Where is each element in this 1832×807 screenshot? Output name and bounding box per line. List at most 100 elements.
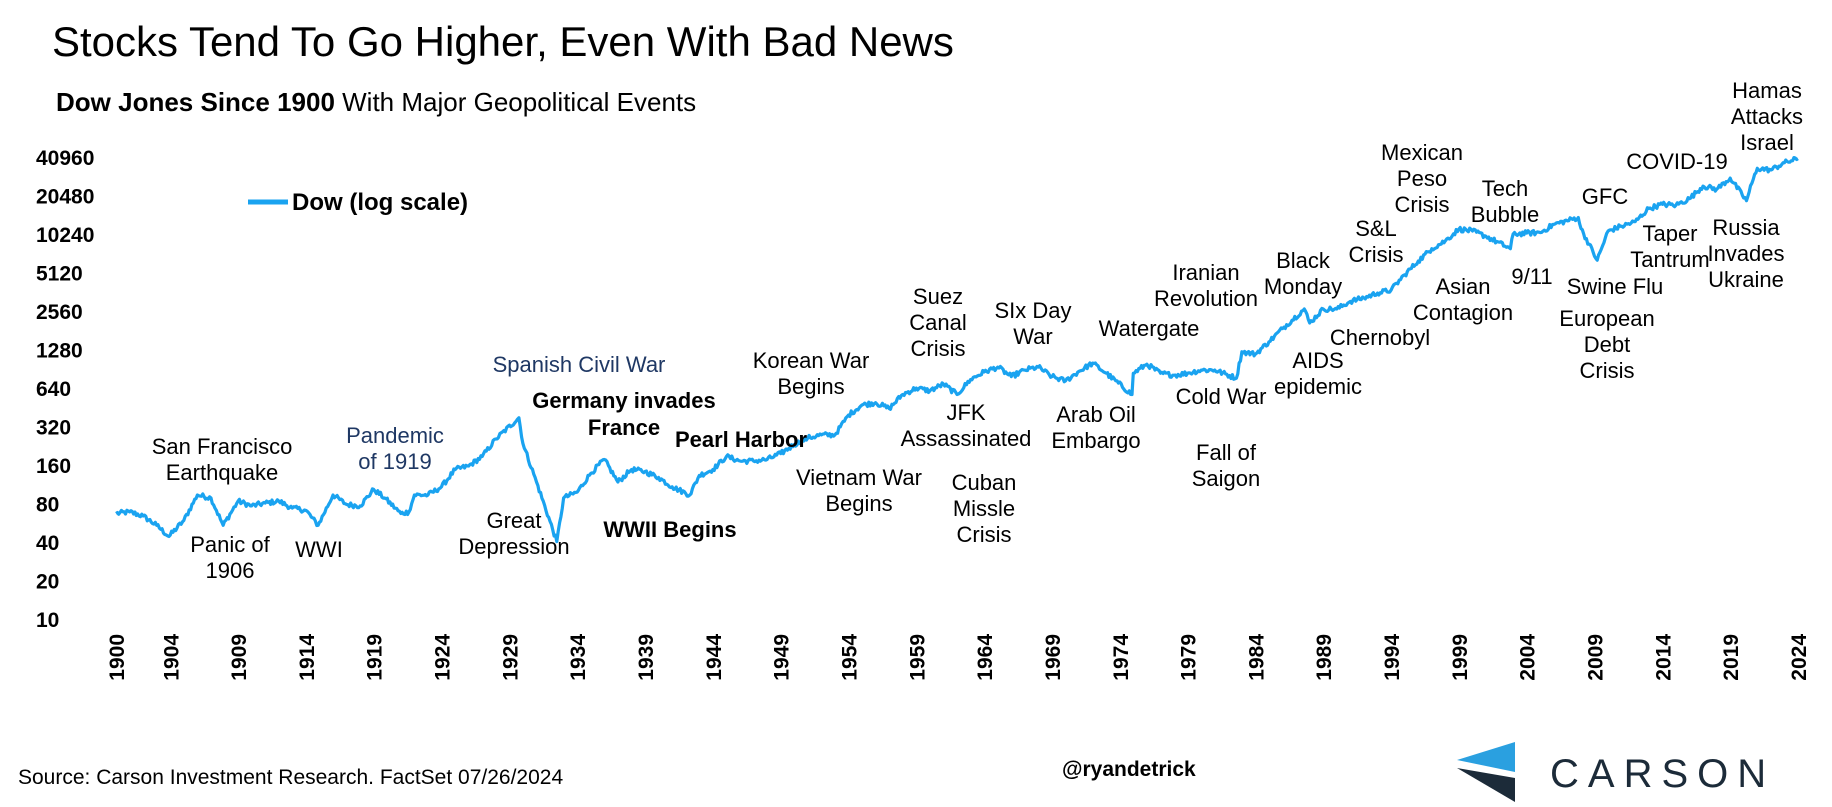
- annotation-line: Monday: [1264, 274, 1342, 299]
- x-tick-label: 1909: [228, 634, 251, 681]
- annotation-line: San Francisco: [152, 434, 293, 459]
- annotation-line: Korean War: [753, 348, 870, 373]
- y-tick-label: 80: [36, 494, 59, 517]
- x-tick-label: 1939: [635, 634, 658, 681]
- annotation-line: Embargo: [1051, 428, 1140, 453]
- x-tick-label: 1919: [364, 634, 387, 681]
- annotation-line: Arab Oil: [1056, 402, 1135, 427]
- annotation-line: Pearl Harbor: [675, 427, 807, 452]
- y-tick-label: 5120: [36, 263, 83, 286]
- annotation-line: Pandemic: [346, 423, 444, 448]
- annotation-line: Great: [486, 508, 541, 533]
- annotation-line: Ukraine: [1708, 267, 1784, 292]
- y-tick-label: 20: [36, 571, 59, 594]
- annotation-line: Watergate: [1099, 316, 1200, 341]
- annotation-line: Spanish Civil War: [493, 352, 666, 377]
- x-tick-label: 1944: [703, 634, 726, 681]
- annotation-line: Cold War: [1176, 384, 1267, 409]
- x-tick-label: 2004: [1517, 634, 1540, 681]
- annotation-line: Swine Flu: [1567, 274, 1664, 299]
- x-tick-label: 1934: [567, 634, 590, 681]
- annotation-line: Germany invades: [532, 388, 715, 413]
- y-axis: 10 20 40 80 160 320 640 1280 2560 5120 10240 20480 4…: [36, 147, 94, 632]
- x-tick-label: 2014: [1652, 634, 1675, 681]
- annotation-line: GFC: [1582, 184, 1629, 209]
- annotation-line: Panic of: [190, 532, 270, 557]
- annotation-line: Mexican: [1381, 140, 1463, 165]
- annotation-line: Depression: [458, 534, 569, 559]
- x-tick-label: 1974: [1110, 634, 1133, 681]
- carson-logo-icon: [1457, 742, 1515, 802]
- x-tick-label: 1954: [838, 634, 861, 681]
- x-tick-label: 1959: [906, 634, 929, 681]
- logo-top-shard: [1457, 742, 1515, 772]
- x-tick-label: 1969: [1042, 634, 1065, 681]
- y-tick-label: 640: [36, 378, 71, 401]
- annotation-line: Russia: [1712, 215, 1780, 240]
- annotation-line: Israel: [1740, 130, 1794, 155]
- annotation-line: Tantrum: [1630, 247, 1709, 272]
- annotation-line: Crisis: [1395, 192, 1450, 217]
- annotation-line: Iranian: [1172, 260, 1239, 285]
- x-tick-label: 1984: [1245, 634, 1268, 681]
- annotation-line: COVID-19: [1626, 149, 1727, 174]
- annotation-line: Fall of: [1196, 440, 1257, 465]
- annotation-line: 9/11: [1511, 264, 1552, 289]
- annotation-swine-flu: Swine Flu: [1567, 274, 1664, 299]
- annotation-line: 1906: [206, 558, 255, 583]
- x-tick-label: 1964: [974, 634, 997, 681]
- x-tick-label: 2024: [1788, 634, 1811, 681]
- logo-wordmark: CARSON: [1550, 752, 1776, 796]
- x-tick-label: 2019: [1720, 634, 1743, 681]
- chart-title: Stocks Tend To Go Higher, Even With Bad …: [52, 18, 954, 65]
- annotation-covid: COVID-19: [1626, 149, 1727, 174]
- x-tick-label: 1900: [106, 634, 129, 681]
- y-tick-label: 10240: [36, 224, 94, 247]
- x-tick-label: 1924: [432, 634, 455, 681]
- annotation-line: Black: [1276, 248, 1331, 273]
- annotation-line: Invades: [1707, 241, 1784, 266]
- y-tick-label: 20480: [36, 186, 94, 209]
- annotation-line: Assassinated: [901, 426, 1032, 451]
- annotation-line: Missle: [953, 496, 1015, 521]
- annotation-line: JFK: [946, 400, 985, 425]
- annotation-wwii-begins: WWII Begins: [603, 517, 736, 542]
- dow-series-line: [115, 156, 1799, 544]
- x-axis: 1900 1904 1909 1914 1919 1924 1929 1934 1939 1944…: [106, 634, 1811, 681]
- y-tick-label: 40960: [36, 147, 94, 170]
- annotation-gfc: GFC: [1582, 184, 1629, 209]
- author-handle: @ryandetrick: [1062, 758, 1196, 781]
- annotation-line: Crisis: [911, 336, 966, 361]
- source-note: Source: Carson Investment Research. Fact…: [18, 766, 564, 789]
- annotation-line: epidemic: [1274, 374, 1362, 399]
- y-tick-label: 40: [36, 532, 59, 555]
- annotation-line: War: [1013, 324, 1053, 349]
- x-tick-label: 1904: [160, 634, 183, 681]
- annotation-pearl-harbor: Pearl Harbor: [675, 427, 807, 452]
- x-tick-label: 1914: [296, 634, 319, 681]
- annotation-line: European: [1559, 306, 1654, 331]
- annotation-line: Suez: [913, 284, 963, 309]
- annotation-line: Asian: [1435, 274, 1490, 299]
- annotation-line: Cuban: [952, 470, 1017, 495]
- legend: Dow (log scale): [248, 189, 468, 216]
- annotation-line: France: [588, 415, 660, 440]
- annotation-cold-war: Cold War: [1176, 384, 1267, 409]
